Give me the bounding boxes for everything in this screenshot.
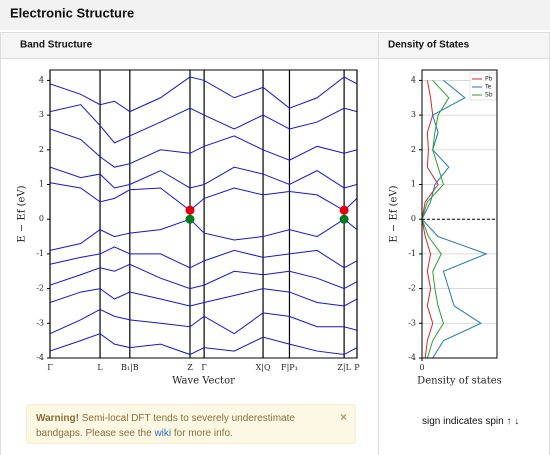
- y-tick-label: -3: [408, 318, 416, 327]
- x-tick-label: L: [97, 363, 103, 372]
- x-tick-label: B₁|B: [121, 363, 139, 372]
- column-title: Density of States: [388, 40, 470, 51]
- x-axis-label: Density of states: [417, 376, 502, 387]
- y-tick-label: -1: [408, 249, 416, 258]
- band-line: [50, 218, 357, 251]
- x-tick-label: Γ: [201, 363, 207, 372]
- legend-label: Te: [484, 84, 492, 91]
- x-tick-label: P: [354, 363, 360, 372]
- band-line: [50, 246, 357, 269]
- band-edge-marker: [185, 205, 195, 215]
- band-line: [50, 104, 357, 144]
- y-tick-label: -3: [36, 318, 44, 327]
- y-axis-label: E − Ef (eV): [389, 185, 400, 242]
- spin-note: sign indicates spin ↑ ↓: [422, 416, 520, 427]
- warning-label: Warning!: [36, 413, 79, 424]
- column-header: [1, 33, 549, 58]
- x-tick-label: 0: [419, 363, 424, 372]
- y-tick-label: 0: [39, 214, 44, 223]
- y-axis-label: E − Ef (eV): [17, 185, 28, 242]
- x-tick-label: Z: [187, 363, 193, 372]
- header-bar: [0, 0, 550, 30]
- legend-label: Pb: [485, 76, 493, 83]
- close-button[interactable]: ×: [339, 410, 347, 424]
- y-tick-label: 0: [411, 214, 416, 223]
- y-tick-label: 2: [411, 145, 416, 154]
- y-tick-label: -2: [408, 284, 416, 293]
- band-edge-marker: [339, 205, 349, 215]
- column-title: Band Structure: [20, 40, 93, 51]
- band-line: [50, 166, 357, 189]
- y-tick-label: 4: [39, 75, 44, 84]
- y-tick-label: -4: [36, 353, 44, 362]
- warning-box: Warning! Semi-local DFT tends to severel…: [26, 404, 356, 444]
- y-tick-label: 1: [39, 180, 44, 189]
- band-line: [50, 263, 357, 290]
- legend-label: Sb: [485, 92, 493, 99]
- band-line: [50, 333, 357, 356]
- plot-frame: [49, 69, 358, 359]
- plot-frame: [421, 69, 498, 359]
- x-tick-label: Γ: [47, 363, 53, 372]
- y-tick-label: -4: [408, 353, 416, 362]
- band-edge-marker: [185, 214, 195, 224]
- warning-text: for more info.: [173, 428, 233, 439]
- x-axis-label: Wave Vector: [172, 376, 235, 387]
- band-edge-marker: [339, 214, 349, 224]
- y-tick-label: 1: [411, 180, 416, 189]
- wiki-link[interactable]: wiki: [154, 428, 172, 439]
- x-tick-label: F|P₁: [281, 363, 298, 372]
- band-line: [50, 76, 357, 113]
- x-tick-label: Z|L: [337, 363, 351, 372]
- y-tick-label: 2: [39, 145, 44, 154]
- y-tick-label: 3: [411, 110, 416, 119]
- dos-line: [422, 80, 439, 358]
- y-tick-label: 3: [39, 110, 44, 119]
- warning-text: Semi-local DFT tends to severely underes…: [36, 413, 295, 439]
- band-line: [50, 128, 357, 168]
- y-tick-label: 4: [411, 75, 416, 84]
- band-line: [50, 182, 357, 212]
- header-title: Electronic Structure: [10, 5, 134, 20]
- band-line: [50, 288, 357, 307]
- y-tick-label: -1: [36, 249, 44, 258]
- y-tick-label: -2: [36, 284, 44, 293]
- x-tick-label: X|Q: [256, 363, 271, 372]
- band-line: [50, 308, 357, 335]
- dos-line: [422, 80, 450, 358]
